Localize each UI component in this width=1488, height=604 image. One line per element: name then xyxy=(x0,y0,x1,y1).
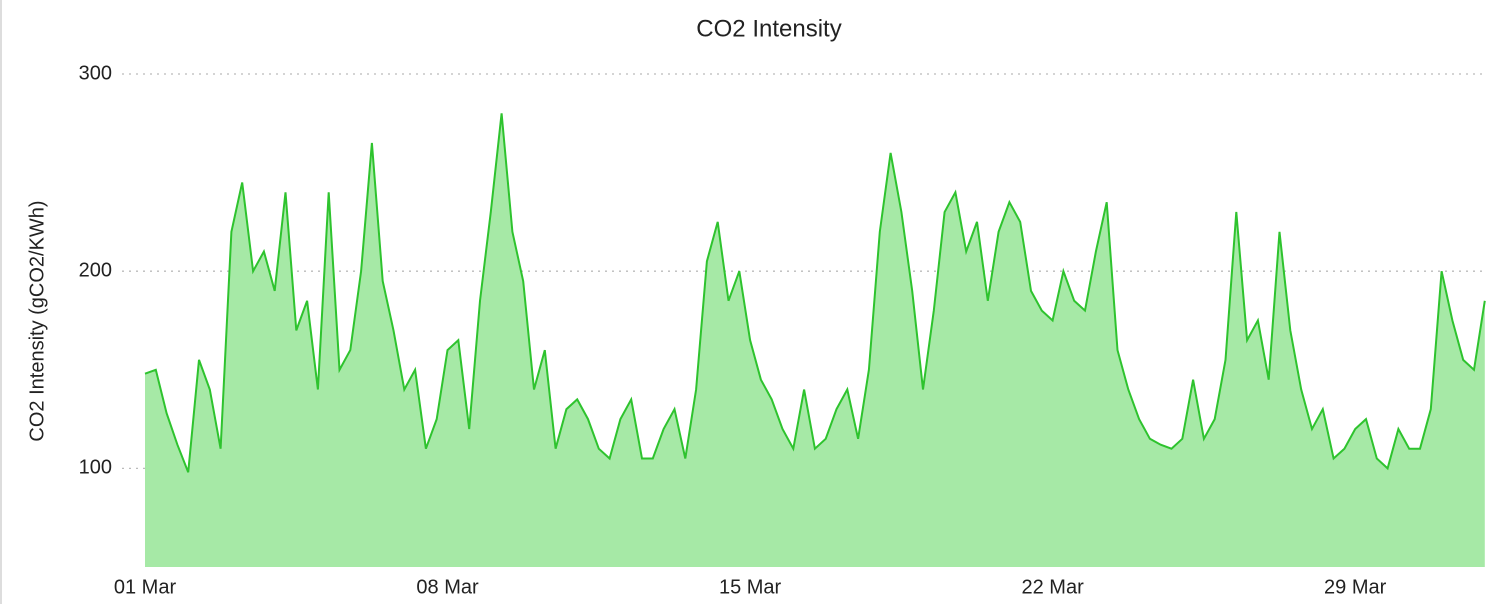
y-tick-label: 100 xyxy=(79,457,112,479)
x-tick-label: 01 Mar xyxy=(114,576,177,598)
chart-title: CO2 Intensity xyxy=(696,15,841,42)
y-axis-label: CO2 Intensity (gCO2/KWh) xyxy=(26,200,48,441)
x-tick-label: 15 Mar xyxy=(719,576,782,598)
y-tick-label: 200 xyxy=(79,259,112,281)
left-border xyxy=(0,0,2,604)
area-line xyxy=(144,113,1486,473)
x-tick-label: 08 Mar xyxy=(416,576,479,598)
y-tick-label: 300 xyxy=(79,62,112,84)
area-fill xyxy=(145,113,1485,568)
x-tick-label: 22 Mar xyxy=(1022,576,1085,598)
x-tick-label: 29 Mar xyxy=(1324,576,1387,598)
